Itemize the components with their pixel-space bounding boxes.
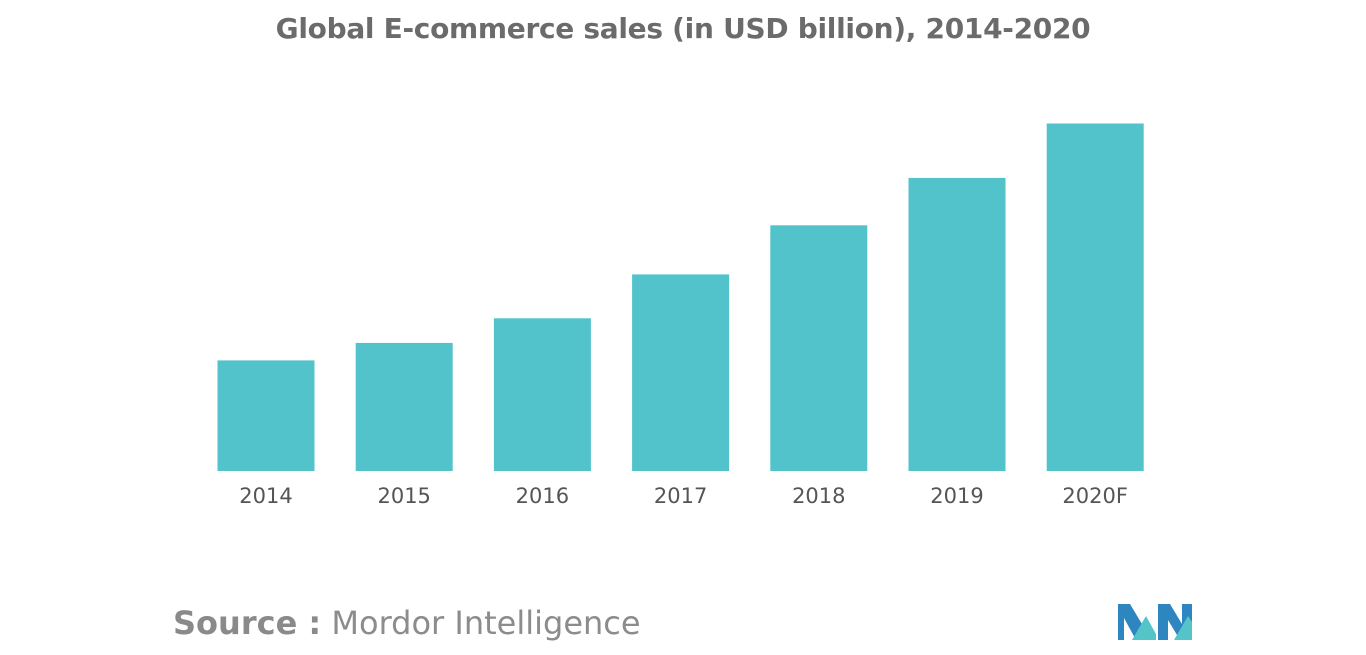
- bars-group: [217, 123, 1144, 471]
- bar-2018: [770, 225, 868, 471]
- bar-2014: [217, 360, 315, 471]
- bar-chart: 2014 2015 2016 2017 2018 2019 2020F: [217, 123, 1144, 508]
- bar-2017: [632, 274, 730, 471]
- logo-shape-left: [1118, 604, 1142, 640]
- x-tick-label-2018: 2018: [792, 484, 845, 508]
- x-tick-label-2019: 2019: [930, 484, 983, 508]
- x-tick-label-2015: 2015: [377, 484, 430, 508]
- x-tick-label-2017: 2017: [654, 484, 707, 508]
- logo-shape-accent: [1174, 616, 1192, 640]
- bar-2019: [908, 177, 1006, 471]
- bar-2020F: [1046, 123, 1144, 471]
- bar-2015: [355, 342, 453, 471]
- source-credit: Source : Mordor Intelligence: [173, 604, 641, 642]
- x-tick-labels-group: 2014 2015 2016 2017 2018 2019 2020F: [239, 484, 1128, 508]
- bar-2016: [493, 318, 591, 471]
- logo-shape-middle: [1132, 616, 1156, 640]
- source-name: Mordor Intelligence: [331, 604, 641, 642]
- source-label: Source :: [173, 604, 322, 642]
- mordor-intelligence-logo-icon: [1118, 604, 1192, 640]
- x-tick-label-2020F: 2020F: [1062, 484, 1128, 508]
- x-tick-label-2016: 2016: [516, 484, 569, 508]
- x-tick-label-2014: 2014: [239, 484, 292, 508]
- chart-title: Global E-commerce sales (in USD billion)…: [275, 12, 1091, 45]
